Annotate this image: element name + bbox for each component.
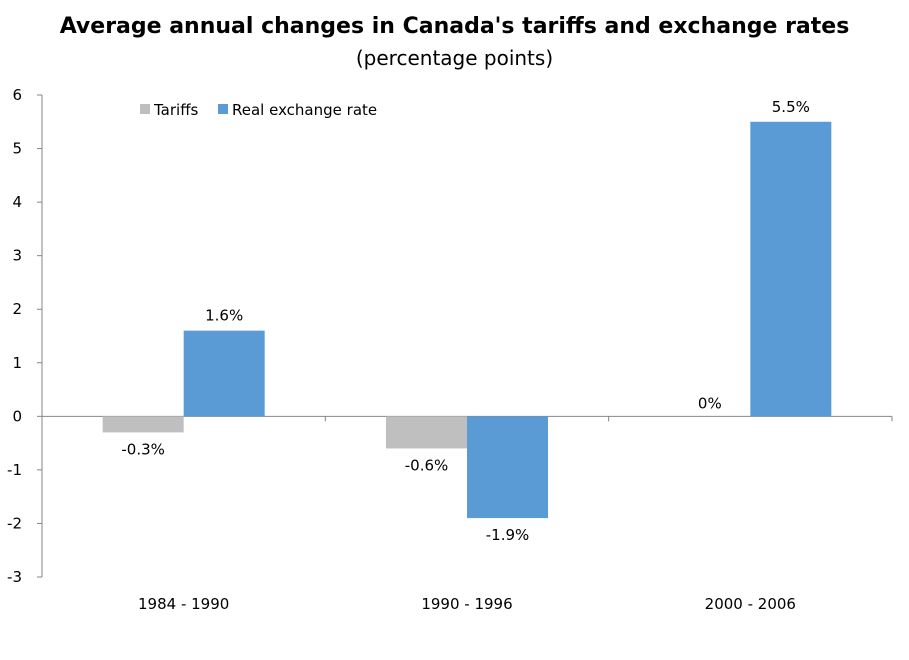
- data-label: 5.5%: [772, 98, 810, 116]
- bar-tariffs: [386, 416, 467, 449]
- y-tick-label: 0: [12, 407, 22, 425]
- bar-real-exchange-rate: [750, 121, 832, 417]
- y-tick-label: -2: [7, 514, 22, 532]
- y-tick-label: 3: [12, 247, 22, 265]
- axes: -3 -2 -1 0 1 2 3 4 5 6 1984 - 1990 1990 - 1996 2000 …: [7, 86, 893, 613]
- data-label: -0.6%: [405, 456, 449, 474]
- bar-real-exchange-rate: [467, 416, 548, 519]
- y-tick-label: 6: [12, 86, 22, 104]
- bar-real-exchange-rate: [183, 330, 265, 417]
- y-tick-label: -3: [7, 568, 22, 586]
- y-tick-label: 2: [12, 300, 22, 318]
- data-label: 1.6%: [205, 307, 243, 325]
- data-label: -0.3%: [121, 440, 165, 458]
- x-category-label: 1990 - 1996: [421, 595, 512, 613]
- y-tick-label: 4: [12, 193, 22, 211]
- legend-swatch: [218, 104, 228, 114]
- x-category-label: 1984 - 1990: [138, 595, 229, 613]
- legend-label: Real exchange rate: [232, 101, 377, 119]
- chart-subtitle: (percentage points): [355, 46, 554, 70]
- x-category-label: 2000 - 2006: [705, 595, 796, 613]
- data-label: 0%: [698, 394, 722, 412]
- legend-label: Tariffs: [153, 101, 199, 119]
- y-tick-label: 5: [12, 140, 22, 158]
- legend-swatch: [140, 104, 150, 114]
- bars: [102, 121, 832, 519]
- chart-title: Average annual changes in Canada's tarif…: [59, 14, 850, 39]
- bar-tariffs: [102, 416, 184, 433]
- data-labels: -0.3% 1.6% -0.6% -1.9% 0% 5.5%: [121, 98, 809, 544]
- y-tick-label: 1: [12, 354, 22, 372]
- legend: Tariffs Real exchange rate: [140, 101, 377, 119]
- y-tick-label: -1: [7, 461, 22, 479]
- data-label: -1.9%: [486, 526, 530, 544]
